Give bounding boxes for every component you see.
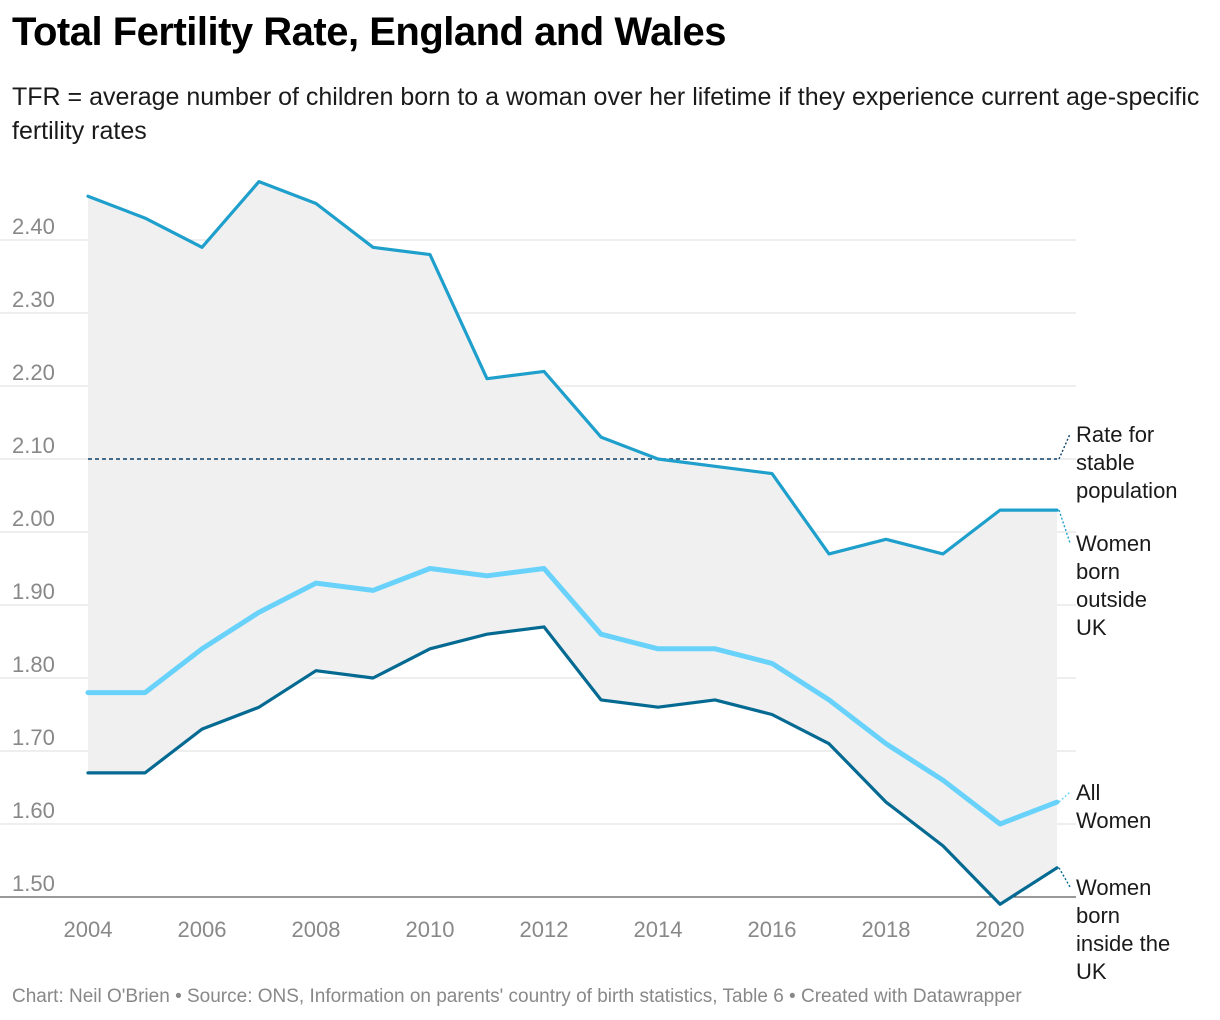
x-tick-label: 2010 — [406, 917, 455, 942]
label-leader — [1058, 509, 1071, 544]
series-labels: Rate for stable population Women born outside… — [1058, 422, 1178, 984]
x-tick-label: 2020 — [976, 917, 1025, 942]
label-leader — [1058, 433, 1071, 460]
series-lines — [85, 180, 1060, 906]
series-label-line: born — [1076, 559, 1120, 584]
series-label-text: Rate for stable population — [1076, 422, 1178, 503]
chart-footer: Chart: Neil O'Brien • Source: ONS, Infor… — [12, 986, 1022, 1007]
x-tick-label: 2004 — [64, 917, 113, 942]
x-tick-label: 2006 — [178, 917, 227, 942]
series-line — [86, 180, 1059, 556]
label-leader — [1058, 867, 1071, 888]
y-tick-label: 1.90 — [12, 579, 55, 604]
x-tick-label: 2014 — [634, 917, 683, 942]
y-tick-label: 2.20 — [12, 360, 55, 385]
x-tick-label: 2008 — [292, 917, 341, 942]
y-tick-label: 1.80 — [12, 652, 55, 677]
series-label-line: Women — [1076, 875, 1151, 900]
series-label-line: All — [1076, 780, 1100, 805]
series-label-line: outside — [1076, 587, 1147, 612]
series-label-line: Women — [1076, 531, 1151, 556]
axis-ticks: 2.40 2.30 2.20 2.10 2.00 1.90 1.80 1.70 1.60 1.50… — [12, 214, 1024, 942]
series-line — [86, 625, 1059, 906]
y-tick-label: 1.60 — [12, 798, 55, 823]
series-label-inside-uk: Women born inside the UK — [1058, 867, 1170, 984]
x-tick-label: 2016 — [748, 917, 797, 942]
chart-title: Total Fertility Rate, England and Wales — [12, 10, 726, 54]
y-tick-label: 2.40 — [12, 214, 55, 239]
series-label-line: stable — [1076, 450, 1135, 475]
series-line — [85, 566, 1060, 827]
shaded-range — [88, 181, 1057, 905]
series-label-text: Women born outside UK — [1076, 531, 1151, 640]
series-label-text: All Women — [1076, 780, 1151, 833]
series-label-line: UK — [1076, 615, 1107, 640]
series-label-outside-uk: Women born outside UK — [1058, 509, 1151, 640]
series-label-all-women: All Women — [1058, 780, 1151, 833]
x-tick-label: 2012 — [520, 917, 569, 942]
series-label-line: Rate for — [1076, 422, 1154, 447]
shaded-range-area — [88, 181, 1057, 905]
y-tick-label: 1.50 — [12, 871, 55, 896]
series-label-line: Women — [1076, 808, 1151, 833]
x-tick-label: 2018 — [862, 917, 911, 942]
chart-subtitle: TFR = average number of children born to… — [12, 83, 1200, 145]
series-label-line: population — [1076, 478, 1178, 503]
label-leader — [1058, 791, 1071, 803]
series-label-line: born — [1076, 903, 1120, 928]
series-label-text: Women born inside the UK — [1076, 875, 1170, 984]
y-tick-label: 2.30 — [12, 287, 55, 312]
series-label-line: inside the — [1076, 931, 1170, 956]
y-tick-label: 2.00 — [12, 506, 55, 531]
series-label-line: UK — [1076, 959, 1107, 984]
y-tick-label: 2.10 — [12, 433, 55, 458]
y-tick-label: 1.70 — [12, 725, 55, 750]
reference-line-label: Rate for stable population — [1058, 422, 1178, 503]
